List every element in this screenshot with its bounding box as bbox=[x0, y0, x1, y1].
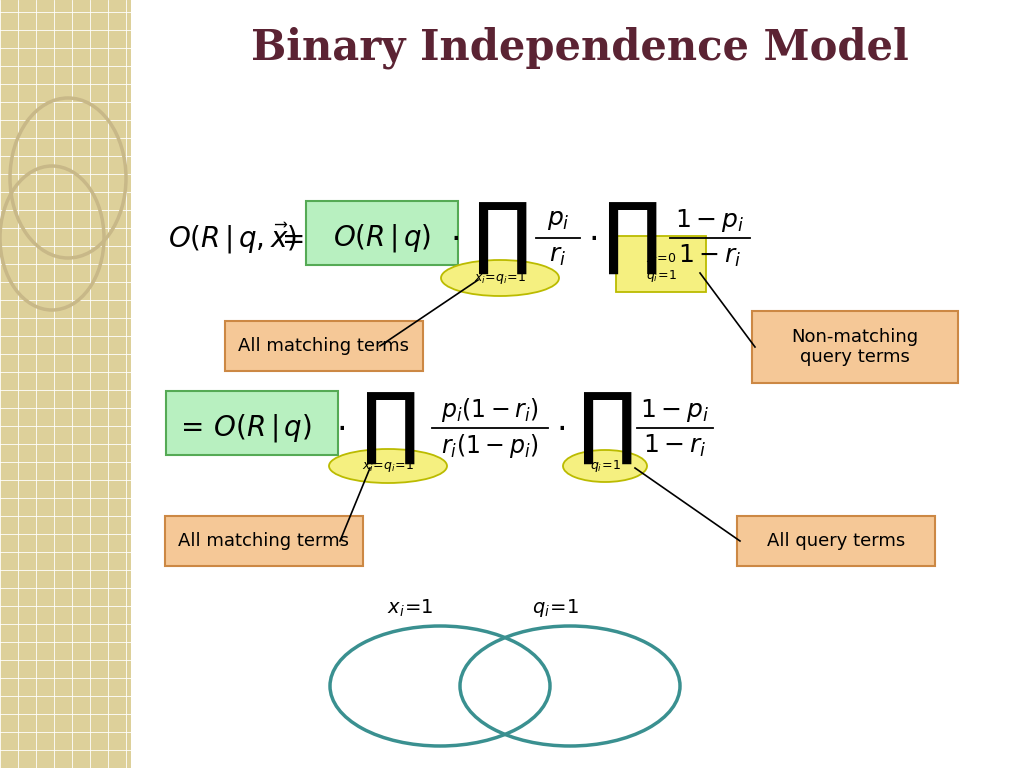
Text: $q_i\!=\!1$: $q_i\!=\!1$ bbox=[531, 597, 579, 619]
FancyBboxPatch shape bbox=[737, 516, 935, 566]
Text: $x_i\!=\!1$: $x_i\!=\!1$ bbox=[387, 598, 433, 619]
Text: Binary Independence Model: Binary Independence Model bbox=[251, 27, 909, 69]
Text: Non-matching
query terms: Non-matching query terms bbox=[792, 328, 919, 366]
Text: $x_i\!=\!q_i\!=\!1$: $x_i\!=\!q_i\!=\!1$ bbox=[361, 458, 415, 474]
Text: All matching terms: All matching terms bbox=[239, 337, 410, 355]
Text: $q_i\!=\!1$: $q_i\!=\!1$ bbox=[590, 458, 621, 474]
Text: $r_i(1-p_i)$: $r_i(1-p_i)$ bbox=[441, 432, 539, 460]
FancyBboxPatch shape bbox=[752, 311, 958, 383]
FancyBboxPatch shape bbox=[166, 391, 338, 455]
Text: $p_i$: $p_i$ bbox=[547, 208, 569, 232]
Text: $\cdot$: $\cdot$ bbox=[336, 412, 344, 445]
Text: $x_i\!=\!0$: $x_i\!=\!0$ bbox=[645, 251, 677, 266]
FancyBboxPatch shape bbox=[616, 236, 706, 292]
Text: $\prod$: $\prod$ bbox=[578, 390, 633, 465]
Ellipse shape bbox=[563, 450, 647, 482]
Text: $1-r_i$: $1-r_i$ bbox=[643, 433, 707, 459]
Text: $p_i(1-r_i)$: $p_i(1-r_i)$ bbox=[441, 396, 539, 424]
Text: $1-p_i$: $1-p_i$ bbox=[640, 396, 710, 423]
Text: $x_i\!=\!q_i\!=\!1$: $x_i\!=\!q_i\!=\!1$ bbox=[474, 270, 526, 286]
Text: $1-p_i$: $1-p_i$ bbox=[676, 207, 744, 233]
Text: $r_i$: $r_i$ bbox=[550, 244, 566, 268]
Text: $O(R\,|\,q)$: $O(R\,|\,q)$ bbox=[333, 222, 431, 254]
Text: $1-r_i$: $1-r_i$ bbox=[678, 243, 741, 269]
FancyBboxPatch shape bbox=[225, 321, 423, 371]
Text: $=\,O(R\,|\,q)$: $=\,O(R\,|\,q)$ bbox=[175, 412, 312, 444]
Text: $\prod$: $\prod$ bbox=[360, 390, 416, 465]
Text: All matching terms: All matching terms bbox=[178, 532, 349, 550]
Ellipse shape bbox=[441, 260, 559, 296]
Text: $\cdot$: $\cdot$ bbox=[588, 221, 597, 254]
Text: $\cdot$: $\cdot$ bbox=[555, 412, 564, 445]
FancyBboxPatch shape bbox=[306, 201, 458, 265]
Text: $q_i\!=\!1$: $q_i\!=\!1$ bbox=[645, 268, 677, 284]
FancyBboxPatch shape bbox=[0, 0, 131, 768]
Text: $=$: $=$ bbox=[276, 224, 304, 252]
Text: All query terms: All query terms bbox=[767, 532, 905, 550]
FancyBboxPatch shape bbox=[165, 516, 362, 566]
Text: $\prod$: $\prod$ bbox=[602, 200, 657, 276]
Text: $\cdot$: $\cdot$ bbox=[451, 221, 460, 254]
Ellipse shape bbox=[329, 449, 447, 483]
Text: $O(R\,|\,q,\vec{x})$: $O(R\,|\,q,\vec{x})$ bbox=[168, 220, 297, 256]
Text: $\prod$: $\prod$ bbox=[472, 200, 527, 276]
